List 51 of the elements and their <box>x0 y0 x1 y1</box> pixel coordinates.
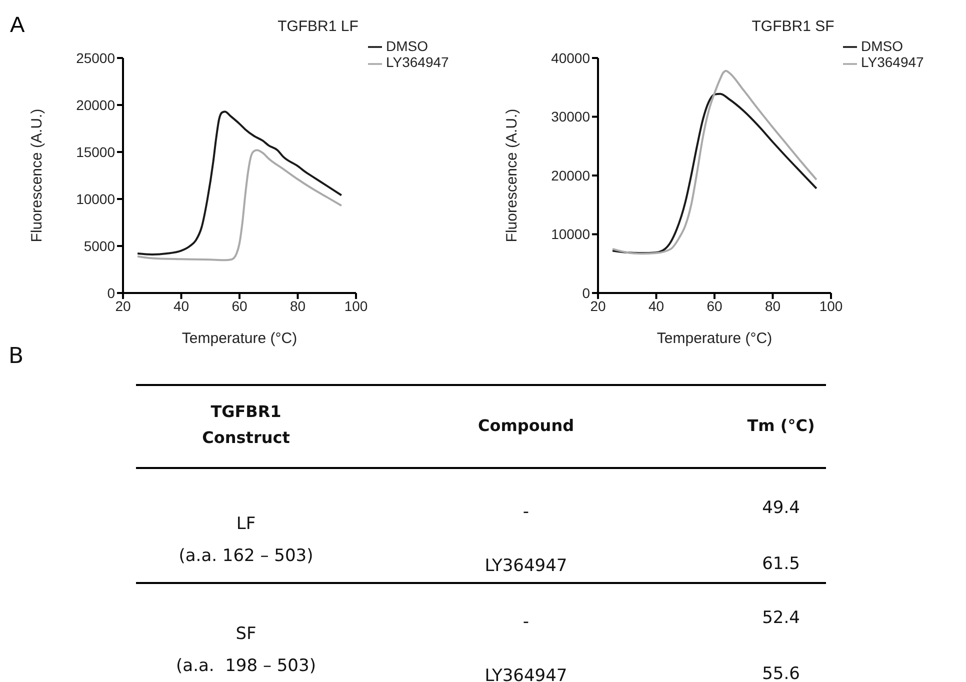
text: 55.6 <box>761 664 801 682</box>
legend-label: DMSO <box>386 38 428 54</box>
x-tick-label: 40 <box>648 298 664 314</box>
chart-title: TGFBR1 LF <box>276 18 360 35</box>
y-tick-label: 15000 <box>76 144 116 160</box>
text: - <box>522 612 530 632</box>
text: LY364947 <box>484 666 568 682</box>
y-tick-label: 20000 <box>551 167 590 184</box>
text: LY364947 <box>484 556 568 576</box>
y-tick-label: 30000 <box>551 108 590 125</box>
text: (a.a. 162 – 503) <box>178 546 314 566</box>
text: - <box>522 502 530 522</box>
chart-title: TGFBR1 SF <box>750 18 836 35</box>
y-tick-label: 25000 <box>76 50 116 66</box>
y-tick-label: 5000 <box>84 238 116 254</box>
y-tick-label: 0 <box>107 284 116 301</box>
text: A <box>10 12 25 38</box>
x-axis-title: Temperature (°C) <box>656 330 772 347</box>
x-tick-label: 20 <box>590 298 606 314</box>
text: Compound <box>476 416 576 435</box>
x-tick-label: 20 <box>115 298 131 314</box>
y-tick-label: 40000 <box>551 50 590 66</box>
legend-label: LY364947 <box>386 54 449 70</box>
x-tick-label: 100 <box>819 298 843 314</box>
text: 52.4 <box>761 608 801 628</box>
y-axis-title: Fluorescence (A.U.) <box>28 108 46 242</box>
y-tick-label: 0 <box>582 284 590 301</box>
y-axis-title: Fluorescence (A.U.) <box>503 108 520 242</box>
x-tick-label: 40 <box>173 298 190 314</box>
text: (a.a. 198 – 503) <box>175 656 317 676</box>
x-tick-label: 100 <box>344 298 368 314</box>
x-tick-label: 60 <box>706 298 722 314</box>
x-axis-title: Temperature (°C) <box>182 330 298 347</box>
text: 61.5 <box>761 554 801 574</box>
legend-label: DMSO <box>861 38 903 54</box>
text: TGFBR1 <box>210 402 282 421</box>
text: 49.4 <box>761 498 801 518</box>
y-tick-label: 10000 <box>76 190 116 207</box>
legend-label: LY364947 <box>861 54 924 70</box>
x-tick-label: 80 <box>764 298 781 314</box>
text: B <box>7 344 25 369</box>
line-series <box>136 149 342 262</box>
x-tick-label: 60 <box>232 298 248 314</box>
y-tick-label: 10000 <box>551 226 590 242</box>
line-series <box>136 110 342 256</box>
x-tick-label: 80 <box>290 298 306 314</box>
y-tick-label: 20000 <box>76 96 116 113</box>
text: SF <box>234 624 258 644</box>
text: Tm (°C) <box>746 416 816 435</box>
text: LF <box>235 514 257 534</box>
text: Construct <box>201 428 291 447</box>
